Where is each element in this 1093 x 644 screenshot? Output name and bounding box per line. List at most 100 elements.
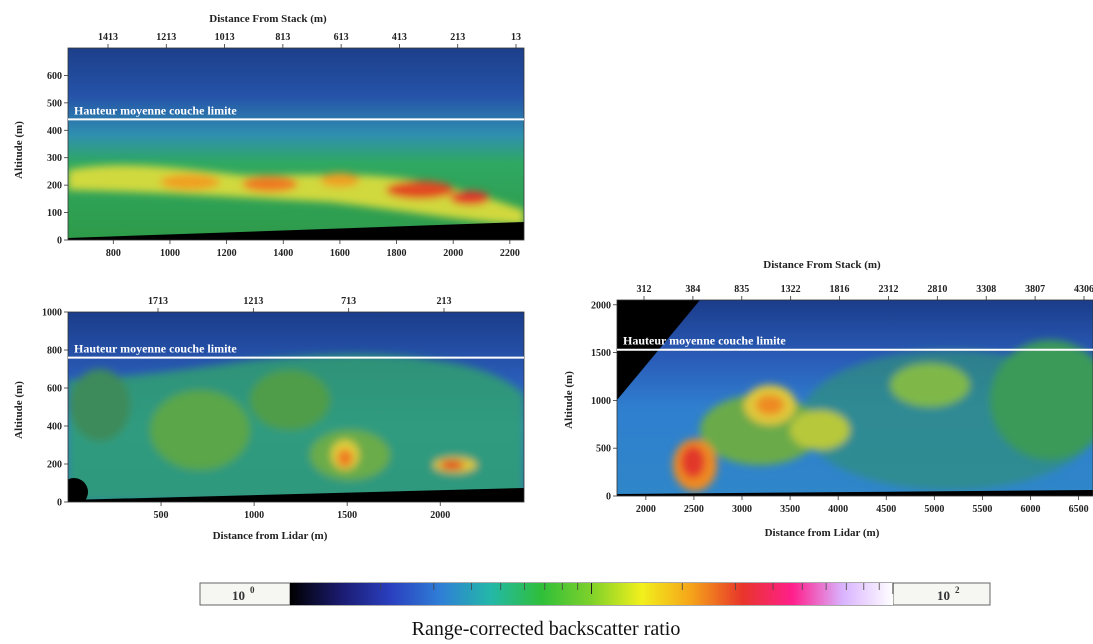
panel-3-plot-area — [617, 300, 1093, 496]
x2-tick-label: 13 — [511, 32, 521, 43]
panel-2-y-tick-labels: 0 200 400 600 800 1000 — [42, 308, 68, 509]
y-tick-label: 200 — [47, 181, 62, 192]
x-tick-label: 3000 — [732, 504, 752, 515]
y-tick-label: 1500 — [591, 348, 611, 359]
panel-1-x2-tick-labels: 1413 1213 1013 813 613 413 213 13 — [98, 32, 521, 48]
panel-2-x-axis-label: Distance from Lidar (m) — [213, 530, 328, 542]
panel-1-boundary-layer-label: Hauteur moyenne couche limite — [74, 103, 237, 117]
x-tick-label: 2500 — [684, 504, 704, 515]
x2-tick-label: 1213 — [243, 296, 263, 307]
panel-3-y-tick-labels: 0 500 1000 1500 2000 — [591, 300, 617, 503]
colorbar: 10 0 10 2 — [199, 582, 991, 606]
colorbar-min-base: 10 — [232, 588, 245, 603]
y-tick-label: 0 — [57, 236, 62, 247]
x2-tick-label: 2810 — [927, 284, 947, 295]
x-tick-label: 2000 — [636, 504, 656, 515]
panel-3-plume — [673, 340, 1093, 491]
y-tick-label: 1000 — [591, 396, 611, 407]
panel-2-y-axis-label: Altitude (m) — [13, 381, 25, 439]
x-tick-label: 4500 — [876, 504, 896, 515]
y-tick-label: 200 — [47, 460, 62, 471]
x-tick-label: 1200 — [217, 248, 237, 259]
x-tick-label: 1500 — [337, 510, 357, 521]
panel-2-boundary-layer-label: Hauteur moyenne couche limite — [74, 342, 237, 356]
x-tick-label: 1000 — [244, 510, 264, 521]
x2-tick-label: 1713 — [148, 296, 168, 307]
panel-3-x2-tick-labels: 312 384 835 1322 1816 2312 2810 3308 3807 4306 — [637, 284, 1093, 300]
x2-tick-label: 413 — [392, 32, 407, 43]
x-tick-label: 1400 — [273, 248, 293, 259]
panel-2-lidar-blind-zone — [68, 478, 88, 502]
panel-1-y-axis-label: Altitude (m) — [13, 121, 25, 179]
colorbar-min-box — [199, 582, 291, 606]
panel-1-plume — [68, 165, 524, 225]
panel-1-ground — [68, 222, 524, 240]
y-tick-label: 600 — [47, 384, 62, 395]
x2-tick-label: 1213 — [156, 32, 176, 43]
x2-tick-label: 2312 — [878, 284, 898, 295]
panel-1-x2-axis-label: Distance From Stack (m) — [209, 13, 327, 25]
panel-2-x2-tick-labels: 1713 1213 713 213 — [148, 296, 452, 312]
x-tick-label: 2000 — [430, 510, 450, 521]
x2-tick-label: 1322 — [781, 284, 801, 295]
colorbar-max-base: 10 — [937, 588, 950, 603]
x-tick-label: 1000 — [160, 248, 180, 259]
x2-tick-label: 213 — [450, 32, 465, 43]
y-tick-label: 400 — [47, 422, 62, 433]
panel-1-x-tick-labels: 800 1000 1200 1400 1600 1800 2000 2200 — [106, 240, 520, 259]
x2-tick-label: 3308 — [976, 284, 996, 295]
panel-3-ground — [617, 490, 1093, 496]
colorbar-caption: Range-corrected backscatter ratio — [412, 618, 681, 640]
y-tick-label: 2000 — [591, 300, 611, 311]
x2-tick-label: 1816 — [830, 284, 850, 295]
panel-2-ground — [68, 488, 524, 502]
y-tick-label: 600 — [47, 71, 62, 82]
panel-3-x-tick-labels: 2000 2500 3000 3500 4000 4500 5000 5500 6000 6500 — [636, 496, 1089, 515]
panel-1-frame — [67, 47, 525, 241]
y-tick-label: 300 — [47, 153, 62, 164]
x-tick-label: 2000 — [443, 248, 463, 259]
x-tick-label: 5000 — [924, 504, 944, 515]
colorbar-ticks — [380, 583, 894, 594]
panel-3-x-axis-label: Distance from Lidar (m) — [765, 527, 880, 539]
x2-tick-label: 835 — [734, 284, 749, 295]
y-tick-label: 0 — [57, 498, 62, 509]
x-tick-label: 1800 — [387, 248, 407, 259]
x-tick-label: 800 — [106, 248, 121, 259]
x2-tick-label: 613 — [334, 32, 349, 43]
x2-tick-label: 384 — [685, 284, 700, 295]
x2-tick-label: 213 — [437, 296, 452, 307]
panel-3: 2000 2500 3000 3500 4000 4500 5000 5500 6000 6500… — [563, 259, 1093, 539]
y-tick-label: 500 — [596, 444, 611, 455]
x2-tick-label: 1013 — [215, 32, 235, 43]
x-tick-label: 3500 — [780, 504, 800, 515]
panel-2-plot-area — [68, 312, 524, 502]
x2-tick-label: 713 — [341, 296, 356, 307]
panel-3-frame — [616, 299, 1093, 497]
y-tick-label: 400 — [47, 126, 62, 137]
y-tick-label: 1000 — [42, 308, 62, 319]
colorbar-min-exponent: 0 — [250, 585, 255, 595]
x-tick-label: 500 — [154, 510, 169, 521]
panel-3-boundary-layer-label: Hauteur moyenne couche limite — [623, 334, 786, 348]
panel-3-x2-axis-label: Distance From Stack (m) — [763, 259, 881, 271]
x-tick-label: 2200 — [500, 248, 520, 259]
colorbar-max-exponent: 2 — [955, 585, 960, 595]
x2-tick-label: 312 — [637, 284, 652, 295]
panel-2-plume — [68, 354, 524, 502]
x2-tick-label: 4306 — [1074, 284, 1093, 295]
y-tick-label: 500 — [47, 98, 62, 109]
panel-1: 800 1000 1200 1400 1600 1800 2000 2200 1413 1213… — [13, 13, 525, 259]
panel-2: 500 1000 1500 2000 1713 1213 713 213 0 200 400 60… — [13, 296, 525, 542]
x-tick-label: 1600 — [330, 248, 350, 259]
y-tick-label: 0 — [606, 492, 611, 503]
y-tick-label: 800 — [47, 346, 62, 357]
panel-2-x-tick-labels: 500 1000 1500 2000 — [154, 502, 450, 521]
panel-1-plot-area — [68, 48, 524, 240]
x-tick-label: 4000 — [828, 504, 848, 515]
x2-tick-label: 1413 — [98, 32, 118, 43]
panel-3-y-axis-label: Altitude (m) — [563, 371, 575, 429]
y-tick-label: 100 — [47, 208, 62, 219]
x-tick-label: 6000 — [1020, 504, 1040, 515]
